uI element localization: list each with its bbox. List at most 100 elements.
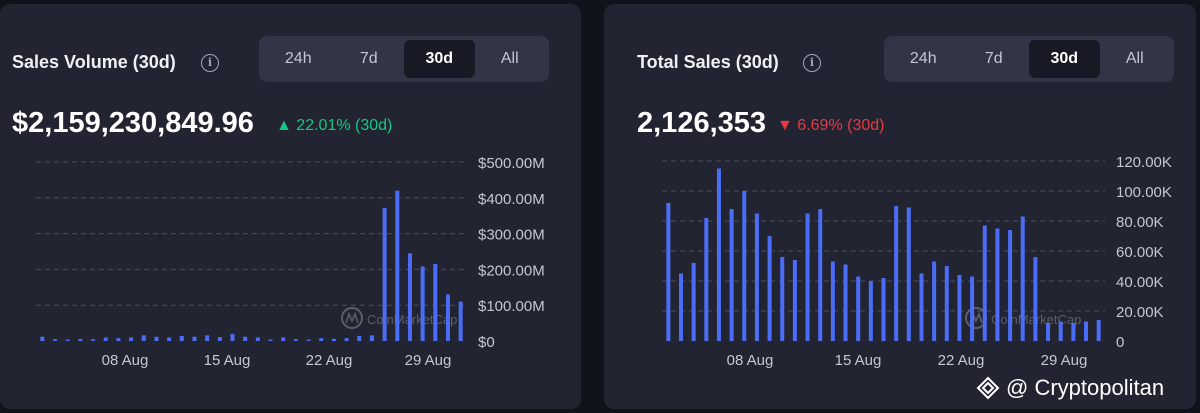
tab-30d[interactable]: 30d bbox=[1029, 40, 1100, 78]
bar[interactable] bbox=[306, 339, 311, 341]
bar[interactable] bbox=[116, 338, 121, 341]
x-tick-label: 08 Aug bbox=[102, 352, 149, 369]
tab-30d[interactable]: 30d bbox=[404, 40, 475, 78]
bar[interactable] bbox=[843, 264, 848, 342]
bar[interactable] bbox=[932, 261, 937, 342]
bar[interactable] bbox=[433, 264, 438, 341]
range-tabs: 24h 7d 30d All bbox=[884, 36, 1174, 82]
tab-7d[interactable]: 7d bbox=[359, 50, 378, 67]
bar[interactable] bbox=[243, 336, 248, 341]
bar[interactable] bbox=[894, 206, 899, 341]
bar[interactable] bbox=[716, 168, 721, 342]
bar[interactable] bbox=[129, 337, 134, 341]
bar[interactable] bbox=[357, 335, 362, 341]
bar[interactable] bbox=[1033, 257, 1038, 341]
bar[interactable] bbox=[754, 213, 759, 342]
bar[interactable] bbox=[1008, 230, 1013, 341]
bar[interactable] bbox=[1084, 321, 1089, 342]
bar[interactable] bbox=[268, 339, 273, 341]
y-tick-label: 40.00K bbox=[1116, 274, 1164, 291]
tab-all[interactable]: All bbox=[1125, 50, 1144, 67]
bar[interactable] bbox=[344, 338, 349, 341]
bar[interactable] bbox=[830, 261, 835, 342]
y-tick-label: $100.00M bbox=[478, 298, 545, 315]
bar[interactable] bbox=[780, 257, 785, 341]
bar[interactable] bbox=[420, 266, 425, 341]
bar[interactable] bbox=[382, 207, 387, 341]
bar[interactable] bbox=[818, 209, 823, 341]
bar[interactable] bbox=[868, 281, 873, 341]
bar[interactable] bbox=[458, 301, 463, 341]
bar[interactable] bbox=[395, 190, 400, 341]
bar[interactable] bbox=[666, 203, 671, 341]
x-tick-label: 22 Aug bbox=[938, 352, 985, 369]
tab-24h[interactable]: 24h bbox=[284, 50, 312, 67]
bar[interactable] bbox=[331, 338, 336, 341]
bar[interactable] bbox=[742, 191, 747, 341]
sales-volume-card: $0 $100.00M $200.00M $300.00M $400.00M $500.0… bbox=[0, 4, 581, 409]
bar[interactable] bbox=[141, 335, 146, 341]
bar[interactable] bbox=[957, 275, 962, 341]
tab-all[interactable]: All bbox=[500, 50, 519, 67]
x-tick-label: 08 Aug bbox=[727, 352, 774, 369]
arrow-down-icon: ▼ bbox=[777, 117, 793, 134]
x-tick-label: 15 Aug bbox=[835, 352, 882, 369]
info-icon[interactable]: i bbox=[201, 54, 219, 72]
bar[interactable] bbox=[970, 276, 975, 342]
tab-24h[interactable]: 24h bbox=[909, 50, 937, 67]
bar[interactable] bbox=[154, 336, 159, 341]
bar[interactable] bbox=[1046, 323, 1051, 341]
total-sales-change: ▼ 6.69% (30d) bbox=[777, 117, 884, 135]
bar[interactable] bbox=[767, 236, 772, 341]
bar[interactable] bbox=[1071, 323, 1076, 341]
bar[interactable] bbox=[205, 335, 210, 341]
bar[interactable] bbox=[445, 294, 450, 341]
bar[interactable] bbox=[369, 335, 374, 341]
bar[interactable] bbox=[919, 273, 924, 342]
bar[interactable] bbox=[293, 339, 298, 341]
bar[interactable] bbox=[856, 276, 861, 342]
bar[interactable] bbox=[691, 263, 696, 341]
bar[interactable] bbox=[167, 337, 172, 341]
bar[interactable] bbox=[78, 338, 83, 341]
info-icon[interactable]: i bbox=[803, 54, 821, 72]
bar[interactable] bbox=[805, 213, 810, 342]
bar[interactable] bbox=[881, 278, 886, 341]
bar[interactable] bbox=[792, 260, 797, 341]
range-tabs: 24h 7d 30d All bbox=[259, 36, 549, 82]
bar[interactable] bbox=[1058, 321, 1063, 342]
bar[interactable] bbox=[704, 218, 709, 341]
sales-volume-change-text: 22.01% (30d) bbox=[296, 117, 393, 134]
bar[interactable] bbox=[255, 337, 260, 341]
x-tick-label: 29 Aug bbox=[405, 352, 452, 369]
x-tick-label: 29 Aug bbox=[1041, 352, 1088, 369]
watermark-text: CoinMarketCap bbox=[367, 312, 457, 327]
bar[interactable] bbox=[91, 339, 96, 341]
bar[interactable] bbox=[1096, 320, 1101, 341]
bar[interactable] bbox=[230, 333, 235, 341]
bar[interactable] bbox=[53, 339, 58, 341]
y-tick-label: 80.00K bbox=[1116, 214, 1164, 231]
tab-7d[interactable]: 7d bbox=[984, 50, 1003, 67]
y-tick-label: $500.00M bbox=[478, 155, 545, 172]
bar[interactable] bbox=[281, 337, 286, 341]
bar[interactable] bbox=[1020, 216, 1025, 342]
sales-volume-title: Sales Volume (30d) bbox=[12, 52, 176, 72]
bar[interactable] bbox=[179, 335, 184, 341]
bar[interactable] bbox=[906, 207, 911, 342]
bar[interactable] bbox=[678, 273, 683, 342]
bar[interactable] bbox=[982, 225, 987, 342]
bar[interactable] bbox=[319, 338, 324, 341]
total-sales-value: 2,126,353 bbox=[637, 107, 767, 139]
total-sales-card: 020.00K40.00K60.00K80.00K100.00K120.00KC… bbox=[604, 4, 1196, 409]
bar[interactable] bbox=[65, 339, 70, 341]
bar[interactable] bbox=[407, 253, 412, 341]
y-tick-label: 120.00K bbox=[1116, 154, 1172, 171]
bar[interactable] bbox=[103, 337, 108, 341]
bar[interactable] bbox=[729, 209, 734, 341]
bar[interactable] bbox=[40, 336, 45, 341]
bar[interactable] bbox=[995, 228, 1000, 342]
bar[interactable] bbox=[944, 266, 949, 341]
bar[interactable] bbox=[217, 337, 222, 341]
bar[interactable] bbox=[192, 336, 197, 341]
